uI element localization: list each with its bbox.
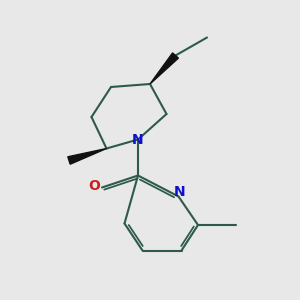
Text: N: N <box>174 185 186 199</box>
Text: O: O <box>88 179 101 193</box>
Polygon shape <box>68 148 106 164</box>
Text: N: N <box>132 133 144 146</box>
Polygon shape <box>150 53 178 84</box>
